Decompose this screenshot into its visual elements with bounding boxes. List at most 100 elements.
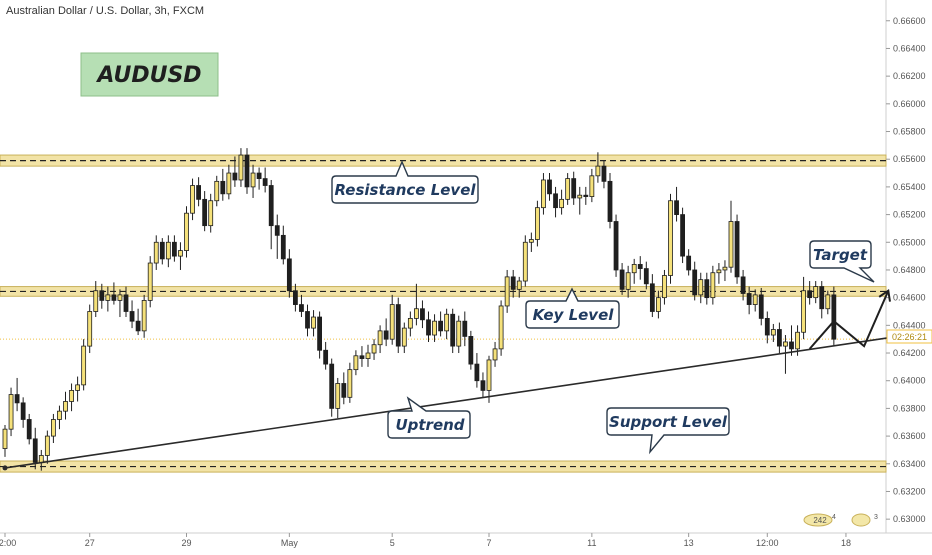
price-tick-label: 0.64400 <box>893 320 926 330</box>
candle-bearish <box>292 290 298 305</box>
candle-bullish <box>214 180 220 202</box>
idea-stats-badge[interactable]: 242 4 3 <box>803 513 878 527</box>
candle-bearish <box>171 241 177 257</box>
time-tick-label: 12:00 <box>0 538 16 548</box>
candle-bearish <box>329 363 335 409</box>
candle-bullish <box>353 355 359 371</box>
price-tick-label: 0.63200 <box>893 486 926 496</box>
candle-bullish <box>401 327 407 347</box>
candle-bullish <box>407 318 413 329</box>
resistance-callout: Resistance Level <box>331 160 479 204</box>
candle-bullish <box>565 178 571 200</box>
candle-bearish <box>510 276 516 290</box>
candle-bearish <box>32 438 38 463</box>
projection-arrowhead <box>878 289 891 302</box>
projection-layer <box>808 289 891 350</box>
candle-bullish <box>535 207 540 240</box>
candle-bullish <box>250 172 256 188</box>
candle-bullish <box>51 419 56 437</box>
candle-bearish <box>26 419 32 440</box>
candle-bullish <box>69 390 74 402</box>
candle-bullish <box>770 329 776 336</box>
candle-bearish <box>746 293 752 305</box>
price-tick-label: 0.64800 <box>893 265 926 275</box>
candle-bullish <box>498 305 504 350</box>
candle-bullish <box>93 290 99 312</box>
symbol-badge-box <box>80 52 219 97</box>
uptrend-anchor <box>2 465 8 471</box>
candle-bearish <box>341 383 347 398</box>
time-axis[interactable]: 12:00 27 29 May 5 7 11 13 12:00 18 <box>0 533 851 548</box>
candle-bearish <box>232 172 238 181</box>
candle-bullish <box>656 297 661 312</box>
candle-bearish <box>268 185 274 227</box>
candle-bullish <box>190 185 195 214</box>
resistance-callout-label: Resistance Level <box>334 181 476 199</box>
time-tick-label: 7 <box>486 538 491 548</box>
price-tick-label: 0.66400 <box>893 43 926 53</box>
uptrend-callout: Uptrend <box>387 396 471 439</box>
candle-bearish <box>359 355 365 359</box>
comments-icon <box>851 513 871 527</box>
price-tick-label: 0.64000 <box>893 376 926 386</box>
candle-bullish <box>486 359 492 391</box>
candle-bullish <box>226 172 232 195</box>
candle-bullish <box>208 200 214 227</box>
time-tick-label: 12:00 <box>756 538 779 548</box>
candle-bullish <box>516 280 522 290</box>
candle-bearish <box>99 290 105 301</box>
price-axis[interactable]: 0.66600 0.66400 0.66200 0.66000 0.65800 0.656… <box>886 16 926 524</box>
candle-bullish <box>559 198 564 209</box>
candle-bullish <box>698 279 704 296</box>
symbol-badge-label: AUDUSD <box>95 63 201 88</box>
candle-bearish <box>637 264 643 269</box>
candle-bullish <box>38 455 44 463</box>
price-tick-label: 0.65600 <box>893 154 926 164</box>
uptrend-callout-box <box>387 396 471 439</box>
candle-bearish <box>704 279 710 299</box>
candle-bullish <box>722 266 728 271</box>
resistance-callout-box <box>331 160 479 204</box>
candle-bearish <box>462 320 468 337</box>
candle-bearish <box>323 349 329 365</box>
price-tick-label: 0.66200 <box>893 71 926 81</box>
price-tick-label: 0.65000 <box>893 237 926 247</box>
candles-layer <box>2 148 837 471</box>
candle-bearish <box>613 221 619 271</box>
candle-bullish <box>389 304 395 340</box>
candle-bearish <box>777 329 782 347</box>
candle-bullish <box>238 154 244 181</box>
ideas-icon <box>803 513 833 527</box>
candle-bullish <box>631 264 637 274</box>
candle-bearish <box>123 294 129 312</box>
candle-bearish <box>734 221 740 278</box>
candle-bearish <box>649 283 655 312</box>
candle-bearish <box>474 363 480 382</box>
candle-bullish <box>105 294 111 301</box>
candle-bearish <box>740 276 746 294</box>
price-tick-label: 0.66600 <box>893 16 926 26</box>
symbol-badge: AUDUSD <box>80 52 219 97</box>
candle-bullish <box>456 320 462 347</box>
chart-title: Australian Dollar / U.S. Dollar, 3h, FXC… <box>6 5 204 17</box>
price-tick-label: 0.63400 <box>893 459 926 469</box>
time-tick-label: 11 <box>587 538 596 548</box>
price-tick-label: 0.64600 <box>893 293 926 303</box>
candle-bullish <box>577 194 583 199</box>
candle-bearish <box>438 320 444 332</box>
candle-bullish <box>716 269 722 274</box>
candle-bullish <box>75 384 80 391</box>
candle-bullish <box>81 345 87 386</box>
uptrend-layer <box>2 337 889 471</box>
candle-bearish <box>831 294 837 340</box>
candle-bearish <box>280 234 286 260</box>
target-callout-box <box>809 240 875 283</box>
uptrend-callout-label: Uptrend <box>395 416 464 434</box>
candle-bullish <box>595 165 601 177</box>
price-tick-label: 0.64200 <box>893 348 926 358</box>
candle-bearish <box>305 311 310 329</box>
time-tick-label: 5 <box>390 538 395 548</box>
candle-bullish <box>178 250 183 257</box>
candle-bearish <box>789 341 794 350</box>
